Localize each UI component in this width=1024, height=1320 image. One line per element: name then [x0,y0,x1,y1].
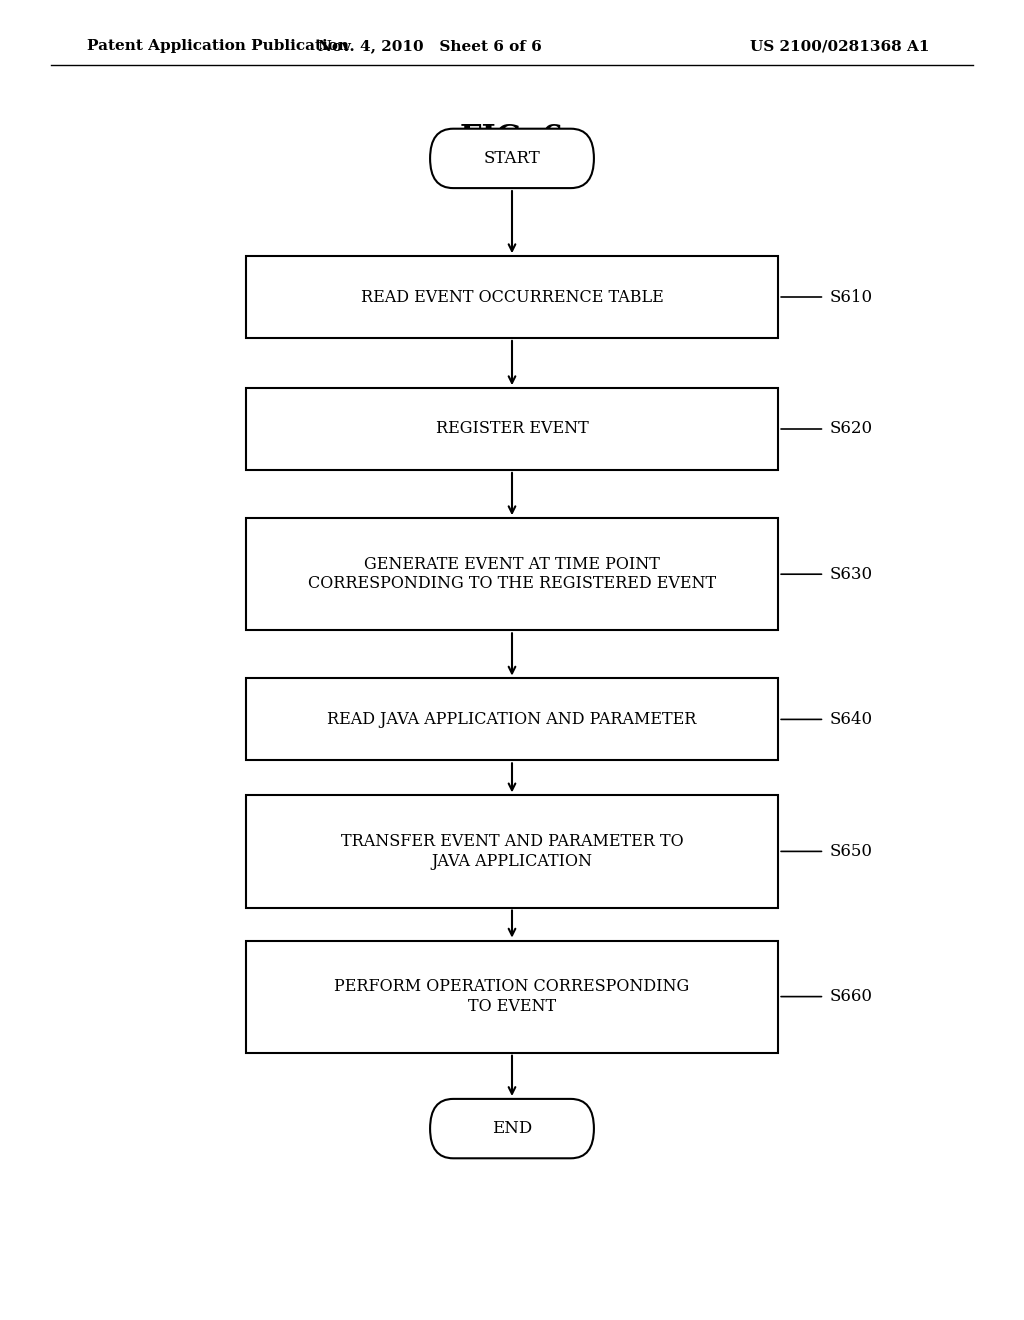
Text: GENERATE EVENT AT TIME POINT
CORRESPONDING TO THE REGISTERED EVENT: GENERATE EVENT AT TIME POINT CORRESPONDI… [308,556,716,593]
FancyBboxPatch shape [430,128,594,187]
FancyBboxPatch shape [246,795,778,908]
Text: US 2100/0281368 A1: US 2100/0281368 A1 [750,40,930,53]
FancyBboxPatch shape [430,1098,594,1159]
FancyBboxPatch shape [246,678,778,760]
FancyBboxPatch shape [246,256,778,338]
FancyBboxPatch shape [246,388,778,470]
Text: READ EVENT OCCURRENCE TABLE: READ EVENT OCCURRENCE TABLE [360,289,664,305]
FancyBboxPatch shape [246,940,778,1053]
Text: REGISTER EVENT: REGISTER EVENT [435,421,589,437]
Text: S620: S620 [829,421,872,437]
Text: S640: S640 [829,711,872,727]
Text: PERFORM OPERATION CORRESPONDING
TO EVENT: PERFORM OPERATION CORRESPONDING TO EVENT [335,978,689,1015]
Text: S610: S610 [829,289,872,305]
Text: TRANSFER EVENT AND PARAMETER TO
JAVA APPLICATION: TRANSFER EVENT AND PARAMETER TO JAVA APP… [341,833,683,870]
Text: FIG. 6: FIG. 6 [461,123,563,154]
Text: Patent Application Publication: Patent Application Publication [87,40,349,53]
Text: READ JAVA APPLICATION AND PARAMETER: READ JAVA APPLICATION AND PARAMETER [328,711,696,727]
FancyBboxPatch shape [246,519,778,631]
Text: Nov. 4, 2010   Sheet 6 of 6: Nov. 4, 2010 Sheet 6 of 6 [318,40,542,53]
Text: START: START [483,150,541,166]
Text: S650: S650 [829,843,872,859]
Text: END: END [492,1121,532,1137]
Text: S660: S660 [829,989,872,1005]
Text: S630: S630 [829,566,872,582]
